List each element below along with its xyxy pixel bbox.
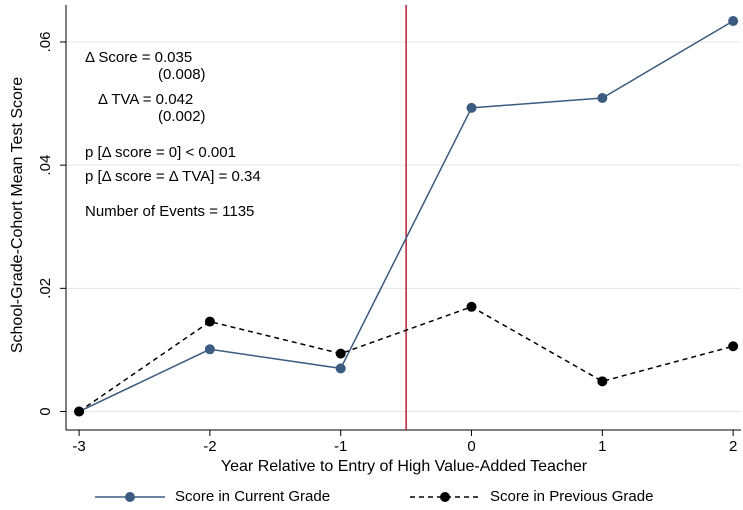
series-line — [78, 305, 734, 413]
annotation: (0.008) — [158, 66, 206, 83]
annotation: (0.002) — [158, 108, 206, 125]
annotation: Δ Score = 0.035 — [85, 49, 192, 66]
y-tick-label: .02 — [37, 278, 54, 299]
point — [335, 348, 346, 359]
legend-marker — [125, 492, 135, 502]
x-tick-label: -1 — [334, 438, 347, 455]
point — [74, 406, 85, 417]
y-tick-label: 0 — [37, 407, 54, 415]
x-tick-label: 1 — [598, 438, 606, 455]
point — [204, 344, 215, 355]
annotation: Δ TVA = 0.042 — [98, 91, 193, 108]
annotation: p [Δ score = Δ TVA] = 0.34 — [85, 168, 261, 185]
x-axis-label: Year Relative to Entry of High Value-Add… — [221, 458, 588, 475]
point — [466, 102, 477, 113]
point — [597, 376, 608, 387]
point — [597, 93, 608, 104]
annotation: Number of Events = 1135 — [85, 203, 254, 220]
y-axis-label: School-Grade-Cohort Mean Test Score — [9, 77, 26, 353]
x-tick-label: 2 — [729, 438, 737, 455]
y-tick-label: .04 — [37, 155, 54, 176]
x-tick-label: -2 — [203, 438, 216, 455]
legend-label: Score in Current Grade — [175, 488, 330, 505]
point — [728, 16, 739, 27]
y-tick-label: .06 — [37, 32, 54, 53]
series-line — [78, 20, 734, 413]
point — [204, 316, 215, 327]
legend-marker — [440, 492, 450, 502]
point — [466, 301, 477, 312]
point — [335, 363, 346, 374]
point — [728, 341, 739, 352]
x-tick-label: 0 — [467, 438, 475, 455]
annotation: p [Δ score = 0] < 0.001 — [85, 144, 236, 161]
legend-label: Score in Previous Grade — [490, 488, 653, 505]
x-tick-label: -3 — [72, 438, 85, 455]
